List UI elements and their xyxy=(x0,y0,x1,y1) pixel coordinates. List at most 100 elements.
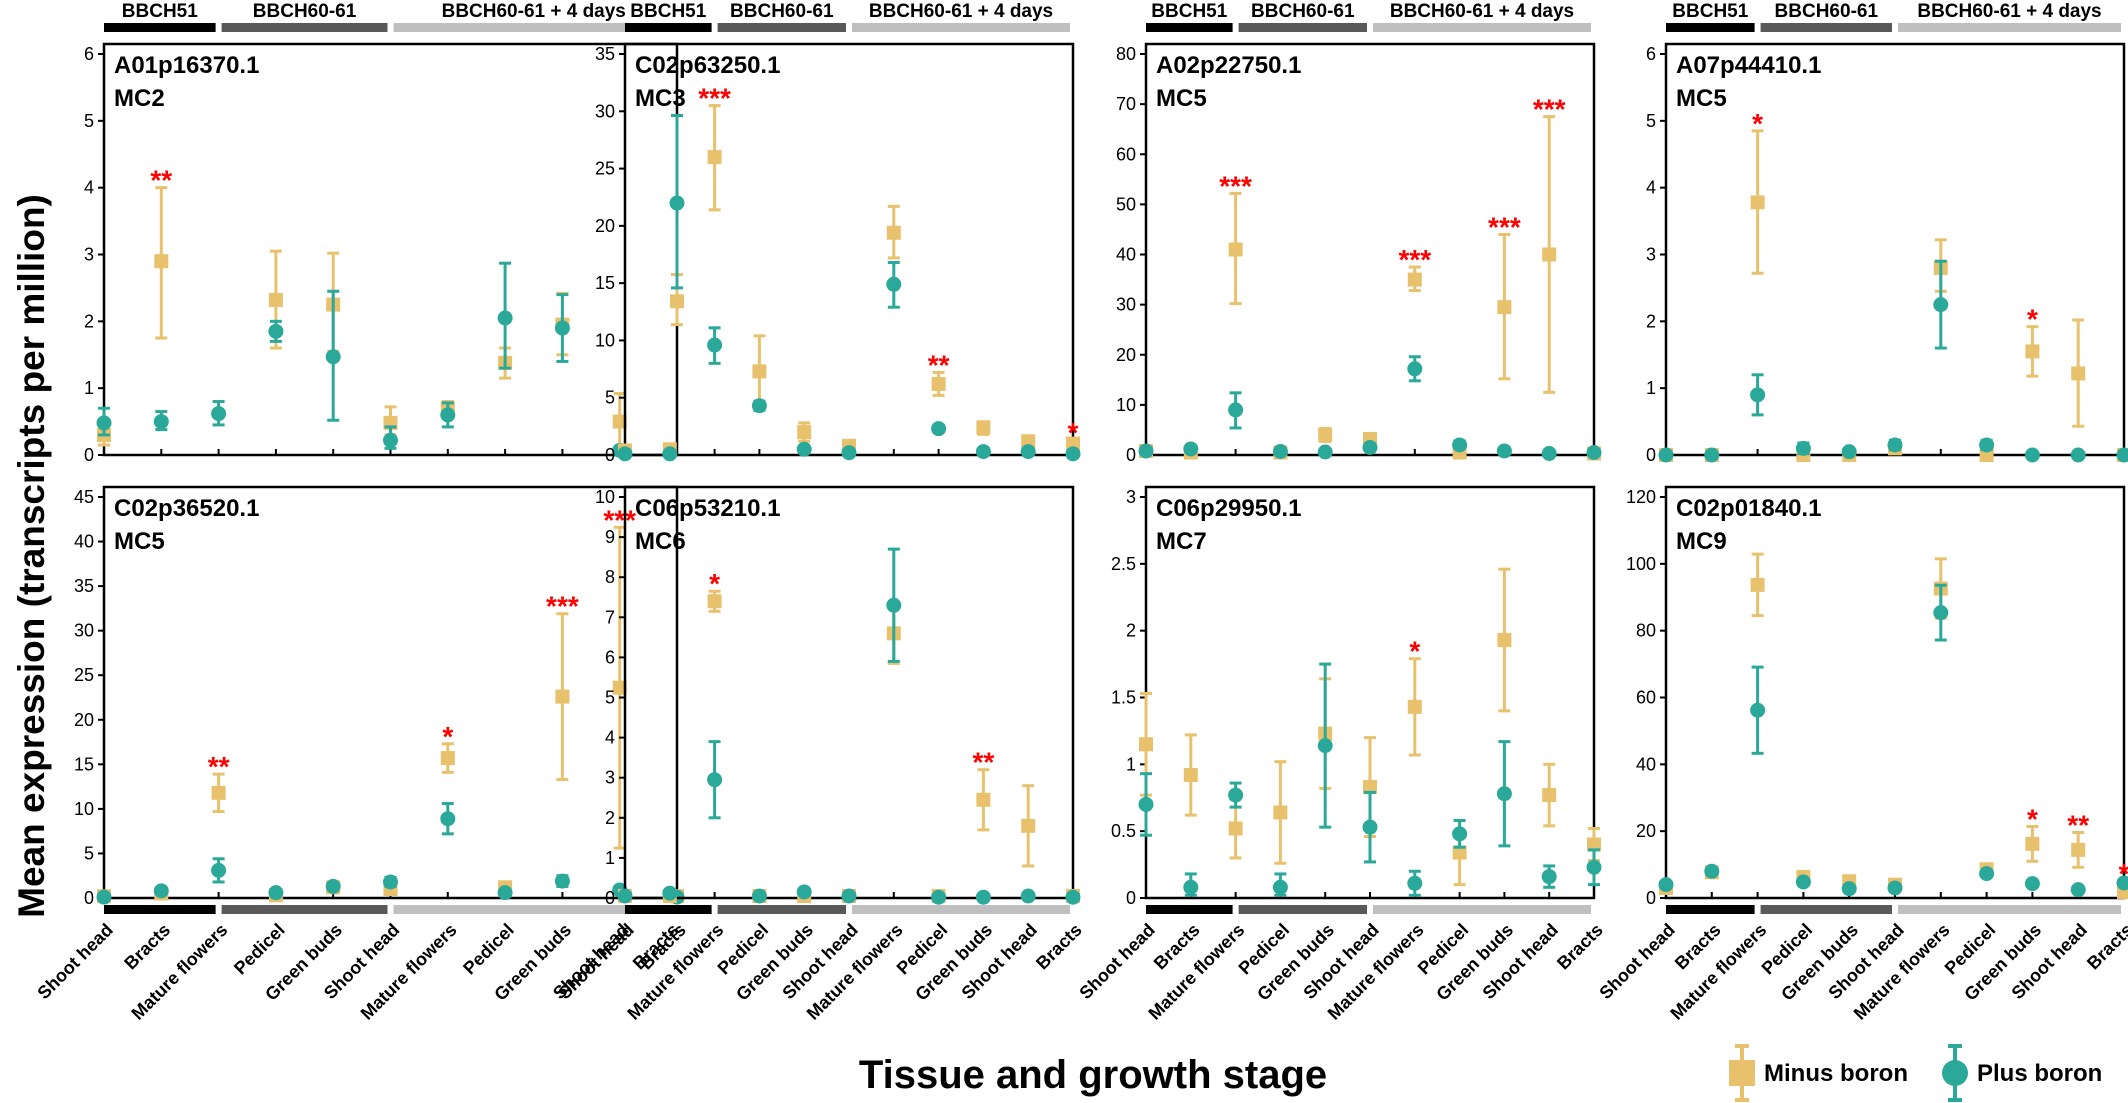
legend-label: Minus boron xyxy=(1764,1060,1908,1087)
y-tick-label: 25 xyxy=(595,159,615,179)
panel-subtitle: MC2 xyxy=(114,85,165,112)
y-tick-label: 4 xyxy=(84,178,94,198)
y-tick-label: 30 xyxy=(74,621,94,641)
stage-label: BBCH60-61 xyxy=(253,1,357,22)
y-tick-label: 60 xyxy=(1116,144,1136,164)
data-point xyxy=(886,225,901,240)
y-tick-label: 20 xyxy=(1636,821,1656,841)
y-tick-label: 0 xyxy=(1126,888,1136,908)
data-point xyxy=(796,884,812,900)
y-tick-label: 6 xyxy=(1646,44,1656,64)
legend-label: Plus boron xyxy=(1977,1060,2102,1087)
y-tick-label: 10 xyxy=(1116,395,1136,415)
panel-subtitle: MC5 xyxy=(1676,85,1727,112)
significance-mark: ** xyxy=(928,350,950,381)
panel-subtitle: MC9 xyxy=(1676,528,1727,555)
stage-bar-bottom xyxy=(221,905,388,914)
stage-bar-bottom xyxy=(717,905,846,914)
panel-title: C06p53210.1 xyxy=(635,495,780,522)
y-tick-label: 6 xyxy=(84,44,94,64)
data-point xyxy=(325,878,341,894)
panel-subtitle: MC7 xyxy=(1156,528,1207,555)
stage-label: BBCH51 xyxy=(1672,1,1748,22)
data-point xyxy=(886,276,902,292)
data-point xyxy=(1586,859,1602,875)
y-tick-label: 5 xyxy=(605,388,615,408)
y-tick-label: 15 xyxy=(74,754,94,774)
panel-subtitle: MC3 xyxy=(635,85,686,112)
y-tick-label: 30 xyxy=(1116,295,1136,315)
data-point xyxy=(1272,443,1288,459)
stage-label: BBCH60-61 + 4 days xyxy=(1390,1,1574,22)
data-point xyxy=(931,376,946,391)
data-point xyxy=(211,785,226,800)
stage-label: BBCH60-61 xyxy=(1775,1,1879,22)
stage-bar xyxy=(393,23,674,32)
data-point xyxy=(1750,387,1766,403)
chart-panel: 0 0.5 1 1.5 2 2.5 3 C06p29950.1 MC7 * Shoot head Br… xyxy=(1075,485,1607,1024)
data-point xyxy=(1795,874,1811,890)
stage-bar xyxy=(1666,23,1755,32)
data-point xyxy=(2025,836,2040,851)
stage-label: BBCH60-61 xyxy=(1251,1,1355,22)
stage-bar-bottom xyxy=(104,905,216,914)
chart-panel: 0 10 20 30 40 50 60 70 80 A02p22750.1 MC5 *** *** ***… xyxy=(1116,42,1602,465)
data-point xyxy=(707,594,722,609)
significance-mark: * xyxy=(1068,417,1079,448)
y-tick-label: 9 xyxy=(605,527,615,547)
plot-frame xyxy=(1664,42,2126,457)
y-tick-label: 4 xyxy=(605,728,615,748)
significance-mark: *** xyxy=(1488,211,1521,242)
panel-title: C02p36520.1 xyxy=(114,495,259,522)
stage-bar-bottom xyxy=(393,905,674,914)
y-tick-label: 0 xyxy=(84,888,94,908)
data-point xyxy=(1496,786,1512,802)
data-point xyxy=(1183,768,1198,783)
data-point xyxy=(440,407,456,423)
data-point xyxy=(662,885,678,901)
significance-mark: * xyxy=(709,568,720,599)
data-point xyxy=(976,420,991,435)
stage-bar-bottom xyxy=(1666,905,1755,914)
y-tick-label: 60 xyxy=(1636,688,1656,708)
significance-mark: ** xyxy=(973,747,995,778)
data-point xyxy=(1318,427,1333,442)
data-point xyxy=(1138,443,1154,459)
significance-mark: * xyxy=(2027,803,2038,834)
y-tick-label: 5 xyxy=(84,843,94,863)
data-point xyxy=(1841,881,1857,897)
y-tick-label: 80 xyxy=(1116,44,1136,64)
y-tick-label: 2 xyxy=(1126,621,1136,641)
stage-bar-bottom xyxy=(1146,905,1233,914)
data-point xyxy=(1979,437,1995,453)
data-point xyxy=(1541,869,1557,885)
data-point xyxy=(1704,863,1720,879)
data-point xyxy=(1658,447,1674,463)
legend: Minus boron Plus boron xyxy=(1729,1044,2102,1102)
data-point xyxy=(1497,300,1512,315)
data-point xyxy=(1273,805,1288,820)
data-point xyxy=(1228,242,1243,257)
data-point xyxy=(669,195,685,211)
data-point xyxy=(440,811,456,827)
y-tick-label: 20 xyxy=(595,216,615,236)
y-tick-label: 3 xyxy=(1646,245,1656,265)
y-tick-label: 15 xyxy=(595,273,615,293)
data-point xyxy=(268,885,284,901)
data-point xyxy=(1363,780,1377,795)
data-point xyxy=(96,415,112,431)
panel-title: A02p22750.1 xyxy=(1156,52,1301,79)
plot-frame xyxy=(102,42,679,457)
y-tick-label: 4 xyxy=(1646,178,1656,198)
data-point xyxy=(1587,837,1601,852)
data-point xyxy=(975,444,991,460)
y-tick-label: 1 xyxy=(1126,754,1136,774)
significance-mark: * xyxy=(1409,636,1420,667)
y-tick-label: 80 xyxy=(1636,621,1656,641)
data-point xyxy=(497,310,513,326)
stage-label: BBCH51 xyxy=(1151,1,1227,22)
data-point xyxy=(2070,882,2086,898)
data-point xyxy=(268,292,283,307)
plot-frame xyxy=(102,485,679,900)
